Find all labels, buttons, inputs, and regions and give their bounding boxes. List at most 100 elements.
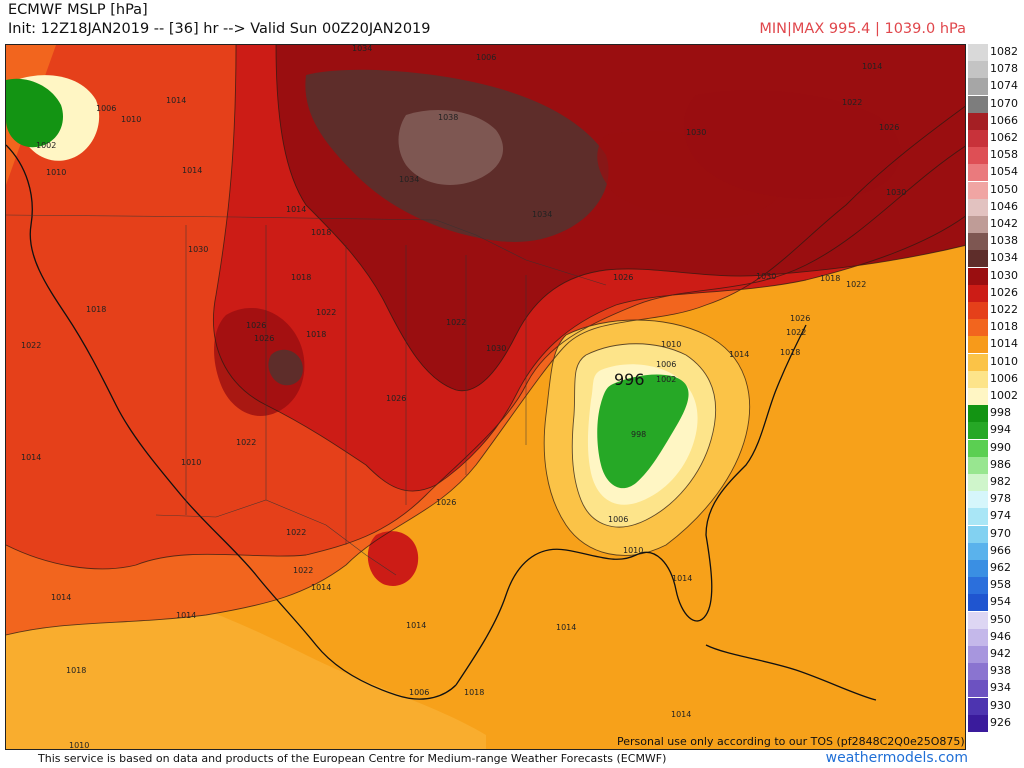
colorbar-label: 1002 — [990, 389, 1018, 402]
colorbar-label: 1010 — [990, 354, 1018, 368]
colorbar-swatch — [968, 388, 988, 405]
colorbar-level: 986 — [968, 456, 1024, 474]
min-max-readout: MIN|MAX 995.4 | 1039.0 hPa — [759, 21, 966, 37]
isobar-label: 1022 — [293, 566, 313, 575]
colorbar-label: 1034 — [990, 251, 1018, 265]
colorbar-label: 954 — [990, 595, 1011, 609]
isobar-label: 1014 — [166, 96, 186, 105]
colorbar-label: 1038 — [990, 234, 1018, 248]
colorbar-label: 990 — [990, 440, 1011, 454]
low-center-label: 996 — [614, 370, 645, 389]
isobar-label: 1022 — [842, 98, 862, 107]
isobar-label: 1014 — [672, 574, 692, 583]
band-998-nw — [6, 78, 64, 148]
caribbean-islands — [705, 644, 877, 701]
colorbar-swatch — [968, 319, 988, 337]
isobar-label: 1034 — [399, 175, 419, 184]
isobar-label: 1006 — [608, 515, 628, 524]
isobar-label: 1010 — [661, 340, 681, 349]
isobar-label: 1014 — [556, 623, 576, 632]
colorbar-level: 1018 — [968, 319, 1024, 337]
colorbar-level: 1074 — [968, 78, 1024, 96]
colorbar-swatch — [968, 284, 988, 302]
colorbar-swatch — [968, 714, 988, 732]
colorbar-level: 1022 — [968, 302, 1024, 319]
isobar-label: 1010 — [181, 458, 201, 467]
colorbar-swatch — [968, 542, 988, 560]
colorbar-level: 974 — [968, 508, 1024, 526]
colorbar-swatch — [968, 302, 988, 319]
colorbar-swatch — [968, 525, 988, 543]
isobar-label: 1022 — [236, 438, 256, 447]
isobar-1010 — [543, 319, 751, 556]
isobar-label: 1014 — [21, 453, 41, 462]
isobar-label: 1030 — [886, 188, 906, 197]
band-1030-hudson — [683, 90, 901, 199]
colorbar-label: 1058 — [990, 148, 1018, 162]
colorbar-level: 1006 — [968, 370, 1024, 388]
colorbar-swatch — [968, 697, 988, 715]
colorbar-label: 962 — [990, 561, 1011, 574]
isobar-label: 1018 — [780, 348, 800, 357]
isobar-label: 1014 — [406, 621, 426, 630]
chart-title: ECMWF MSLP [hPa] — [8, 2, 148, 18]
isobar-label: 1030 — [756, 272, 776, 281]
colorbar-level: 1058 — [968, 147, 1024, 165]
colorbar-swatch — [968, 422, 988, 440]
colorbar-label: 1070 — [990, 96, 1018, 110]
isobar-label: 1030 — [486, 344, 506, 353]
colorbar-level: 1078 — [968, 61, 1024, 79]
ecmwf-disclaimer: This service is based on data and produc… — [38, 752, 667, 765]
colorbar-level: 950 — [968, 611, 1024, 629]
colorbar-swatch — [968, 370, 988, 388]
isobar-labels: 1034 1038 1034 1034 1030 1030 1026 1022 1014 1030… — [21, 45, 906, 749]
coastlines — [6, 144, 877, 701]
isobar-label: 1014 — [671, 710, 691, 719]
isobar-1026 — [213, 45, 965, 492]
colorbar-label: 942 — [990, 647, 1011, 660]
colorbar-swatch — [968, 560, 988, 577]
colorbar-swatch — [968, 198, 988, 216]
colorbar-swatch — [968, 233, 988, 251]
colorbar-label: 950 — [990, 612, 1011, 626]
colorbar-swatch — [968, 611, 988, 629]
isobar-label: 1018 — [86, 305, 106, 314]
isobar-label: 1006 — [476, 53, 496, 62]
colorbar-swatch — [968, 130, 988, 147]
colorbar-swatch — [968, 216, 988, 233]
isobar-label: 1014 — [862, 62, 882, 71]
colorbar-swatch — [968, 61, 988, 79]
colorbar-label: 966 — [990, 543, 1011, 557]
isobar-label: 1014 — [182, 166, 202, 175]
isobar-label: 1038 — [438, 113, 458, 122]
colorbar-swatch — [968, 95, 988, 113]
colorbar-level: 926 — [968, 714, 1024, 732]
colorbar-level: 978 — [968, 491, 1024, 509]
weathermodels-link[interactable]: weathermodels.com — [825, 750, 968, 766]
colorbar-level: 1050 — [968, 181, 1024, 199]
colorbar-label: 958 — [990, 578, 1011, 592]
colorbar-swatch — [968, 336, 988, 354]
isobar-label: 1002 — [656, 375, 676, 384]
colorbar-swatch — [968, 250, 988, 268]
isobar-label: 1026 — [246, 321, 266, 330]
colorbar-level: 982 — [968, 474, 1024, 491]
isobar-1018 — [6, 105, 965, 636]
isobar-label: 1014 — [286, 205, 306, 214]
isobar-label: 1018 — [311, 228, 331, 237]
isobar-1030 — [275, 45, 965, 392]
colorbar-level: 962 — [968, 560, 1024, 577]
colorbar-label: 1054 — [990, 165, 1018, 179]
map-canvas: 1034 1038 1034 1034 1030 1030 1026 1022 1014 1030… — [6, 45, 965, 749]
colorbar-label: 1030 — [990, 268, 1018, 282]
pacific-coastline — [6, 144, 457, 700]
band-998 — [597, 374, 689, 489]
colorbar-label: 1006 — [990, 371, 1018, 385]
isobar-label: 1018 — [66, 666, 86, 675]
colorbar-label: 982 — [990, 475, 1011, 488]
isobar-label: 1010 — [121, 115, 141, 124]
state-borders — [185, 225, 527, 545]
colorbar-label: 1050 — [990, 182, 1018, 196]
isobar-label: 1006 — [96, 104, 116, 113]
isobar-label: 1006 — [656, 360, 676, 369]
